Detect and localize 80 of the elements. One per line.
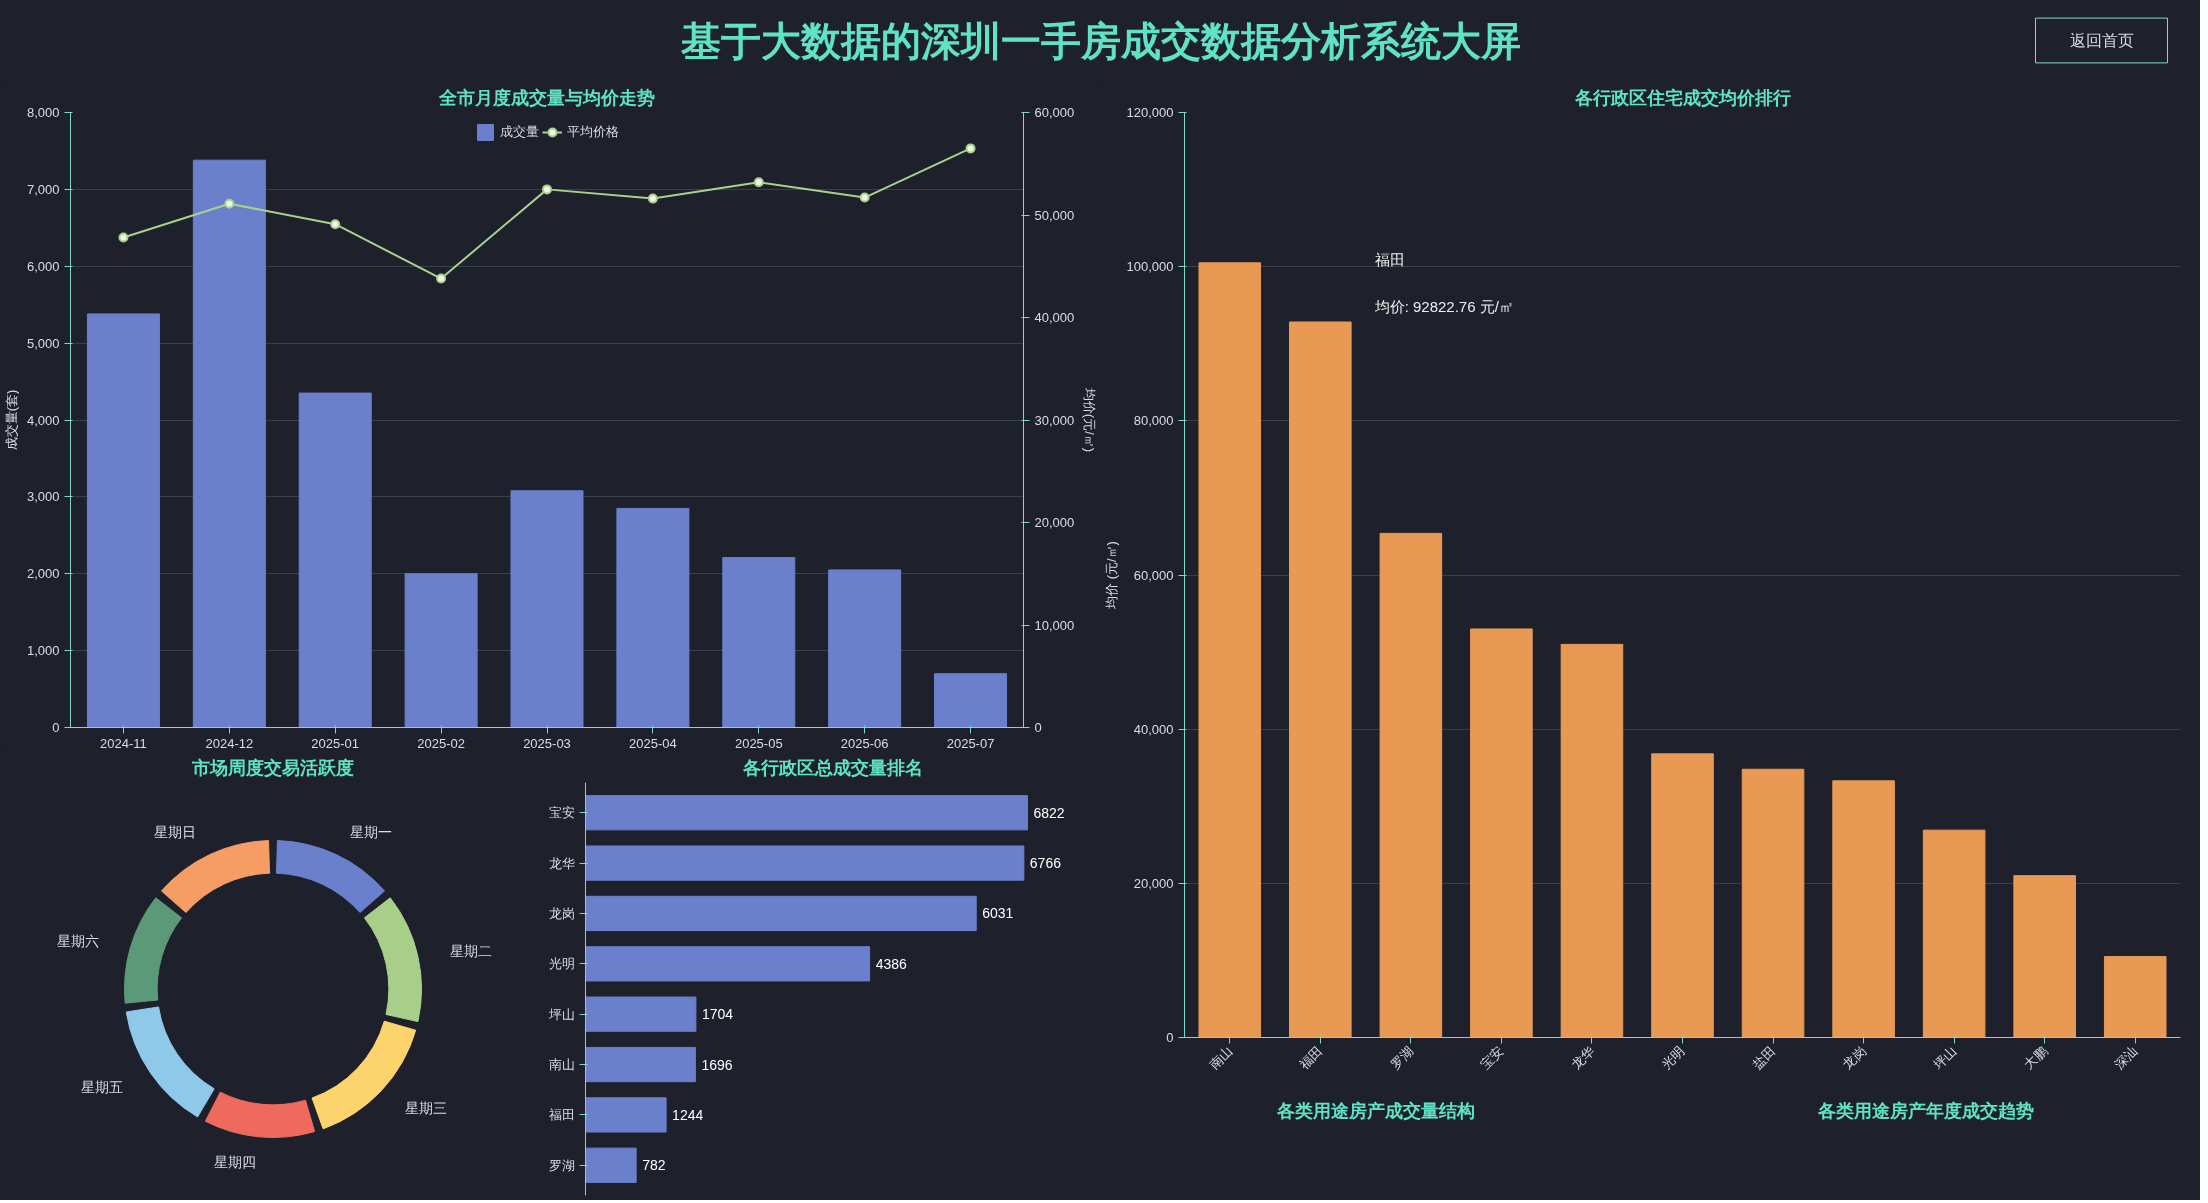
chart-title: 全市月度成交量与均价走势 <box>438 87 655 108</box>
legend-label: 成交量 <box>499 123 539 141</box>
data-label: 782 <box>642 1157 666 1174</box>
x-tick-label: 2024-12 <box>205 735 254 751</box>
chart-title: 市场周度交易活跃度 <box>191 757 354 778</box>
chart-title: 各行政区总成交量排名 <box>742 757 923 778</box>
slice-label: 星期三 <box>405 1099 448 1116</box>
x-tick-label: 2024-11 <box>100 735 147 751</box>
x-tick-label: 2025-02 <box>417 735 465 751</box>
x-tick-label: 2025-01 <box>311 735 360 751</box>
y2-tick-label: 0 <box>1034 720 1042 735</box>
y-tick-label: 6,000 <box>26 258 60 274</box>
y2-tick-label: 50,000 <box>1034 207 1075 223</box>
text: 返回首页 <box>2069 32 2134 49</box>
x-tick-label: 2025-06 <box>840 735 889 751</box>
y-tick-label: 5,000 <box>26 335 60 351</box>
data-label: 1696 <box>701 1056 733 1073</box>
y2-tick-label: 30,000 <box>1034 412 1075 428</box>
x-tick-label: 2025-05 <box>734 735 783 751</box>
y-tick-label: 4,000 <box>26 412 60 428</box>
y-axis-title: 成交量(套) <box>3 389 19 451</box>
x-tick-label: 南山 <box>1206 1043 1236 1073</box>
data-label: 6766 <box>1029 855 1062 872</box>
x-tick-label: 光明 <box>1658 1043 1688 1073</box>
y-tick-label: 120,000 <box>1126 105 1174 120</box>
x-tick-label: 龙岗 <box>1839 1043 1869 1073</box>
y-tick-label: 光明 <box>548 956 575 972</box>
y-tick-label: 3,000 <box>26 489 60 505</box>
y2-tick-label: 20,000 <box>1034 515 1075 530</box>
data-label: 1704 <box>701 1006 734 1023</box>
y2-axis-title: 均价(元/㎡) <box>1082 386 1098 453</box>
slice-label: 星期一 <box>350 823 393 840</box>
x-tick-label: 大鹏 <box>2020 1043 2050 1073</box>
x-tick-label: 2025-03 <box>523 735 571 751</box>
text: 各类用途房产成交量结构 <box>1275 1100 1475 1121</box>
x-tick-label: 龙华 <box>1568 1043 1598 1073</box>
y-tick-label: 20,000 <box>1133 875 1174 891</box>
x-tick-label: 深汕 <box>2111 1043 2141 1073</box>
slice-label: 星期四 <box>213 1153 256 1170</box>
y-tick-label: 100,000 <box>1126 259 1174 275</box>
text: 基于大数据的深圳一手房成交数据分析系统大屏 <box>679 18 1521 63</box>
y-tick-label: 福田 <box>548 1107 575 1123</box>
text: 各类用途房产年度成交趋势 <box>1816 1100 2034 1121</box>
y-tick-label: 60,000 <box>1133 567 1174 583</box>
y-tick-label: 宝安 <box>548 805 575 821</box>
y-tick-label: 龙岗 <box>548 905 575 921</box>
y-tick-label: 2,000 <box>26 566 60 582</box>
slice-label: 星期日 <box>153 823 196 840</box>
slice-label: 星期六 <box>56 932 99 949</box>
x-tick-label: 2025-07 <box>946 735 995 751</box>
x-tick-label: 坪山 <box>1929 1043 1960 1073</box>
x-tick-label: 福田 <box>1296 1043 1326 1073</box>
y-tick-label: 1,000 <box>26 643 60 659</box>
chart-title: 各行政区住宅成交均价排行 <box>1573 87 1791 108</box>
y2-tick-label: 60,000 <box>1034 105 1075 120</box>
data-label: 6822 <box>1033 804 1065 821</box>
x-tick-label: 宝安 <box>1477 1043 1507 1073</box>
slice-label: 星期五 <box>81 1078 124 1095</box>
y-tick-label: 7,000 <box>26 181 60 197</box>
slice-label: 星期二 <box>449 943 492 960</box>
y-tick-label: 40,000 <box>1133 721 1174 737</box>
y2-tick-label: 10,000 <box>1034 617 1075 633</box>
y-tick-label: 龙华 <box>548 855 575 871</box>
x-tick-label: 罗湖 <box>1387 1043 1417 1073</box>
data-label: 1244 <box>672 1106 704 1123</box>
annotation: 福田 <box>1374 251 1405 269</box>
y-axis-title: 均价 (元/㎡) <box>1103 541 1119 610</box>
x-tick-label: 2025-04 <box>629 735 677 751</box>
y-tick-label: 0 <box>1166 1030 1174 1045</box>
annotation: 均价: 92822.76 元/㎡ <box>1373 297 1514 315</box>
y-tick-label: 坪山 <box>547 1006 575 1022</box>
legend-label: 平均价格 <box>566 123 619 141</box>
data-label: 4386 <box>875 955 908 972</box>
y2-tick-label: 40,000 <box>1034 310 1075 325</box>
data-label: 6031 <box>982 905 1014 922</box>
x-tick-label: 盐田 <box>1749 1043 1779 1073</box>
y-tick-label: 8,000 <box>26 105 60 120</box>
y-tick-label: 80,000 <box>1133 413 1174 429</box>
y-tick-label: 0 <box>52 720 60 735</box>
y-tick-label: 罗湖 <box>548 1157 575 1173</box>
